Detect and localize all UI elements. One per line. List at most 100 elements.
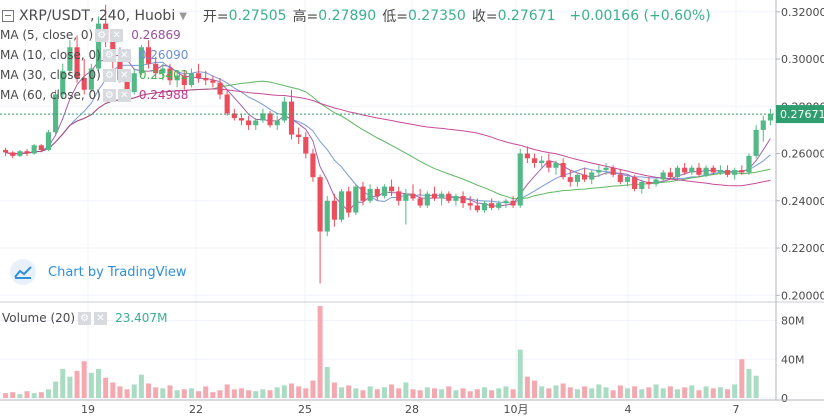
candle-body: [732, 170, 738, 175]
candle: [338, 188, 345, 223]
volume-bar: [31, 393, 37, 398]
volume-bar: [582, 386, 588, 398]
volume-bar: [403, 382, 409, 398]
candle-body: [496, 203, 502, 208]
candle: [296, 127, 302, 145]
candle-body: [674, 167, 681, 178]
candle: [403, 188, 409, 225]
volume-bar: [653, 384, 659, 398]
candle: [396, 186, 402, 206]
candle-body: [231, 113, 237, 119]
candle-body: [10, 152, 16, 156]
volume-bar: [732, 384, 738, 398]
candle: [81, 59, 87, 95]
volume-bar: [274, 387, 280, 398]
volume-legend[interactable]: Volume (20) ⚙ ✕ 23.407M: [2, 309, 167, 327]
candle-body: [660, 172, 666, 180]
candle: [203, 70, 209, 86]
volume-bar: [646, 387, 652, 398]
candle: [617, 170, 623, 185]
candle-body: [710, 167, 716, 173]
candle-body: [696, 167, 702, 175]
candle-body: [667, 172, 673, 178]
candle: [481, 200, 488, 213]
candle-body: [417, 198, 423, 206]
candle-body: [453, 196, 459, 201]
volume-bar: [410, 389, 416, 398]
candle-body: [610, 167, 616, 175]
candle-body: [546, 160, 552, 168]
tradingview-brand[interactable]: Chart by TradingView: [10, 259, 187, 285]
volume-value: 23.407M: [115, 311, 168, 325]
candle: [667, 167, 673, 180]
candle-body: [324, 200, 330, 232]
candle: [582, 167, 588, 182]
close-icon[interactable]: ✕: [94, 311, 108, 325]
volume-bar: [632, 386, 638, 398]
candle-body: [74, 47, 80, 78]
candle: [367, 184, 373, 204]
candle: [188, 68, 194, 88]
volume-bar: [510, 389, 516, 398]
x-tick-label: 19: [81, 403, 95, 416]
candle: [260, 108, 266, 123]
candle: [210, 75, 216, 88]
candle-body: [353, 186, 359, 213]
candle-body: [403, 193, 409, 201]
volume-bar: [238, 388, 244, 398]
last-price-label: 0.27671: [780, 108, 824, 121]
volume-bar: [288, 383, 295, 398]
candle: [624, 174, 631, 187]
candle-body: [281, 101, 287, 121]
candle-body: [553, 162, 559, 168]
candle-body: [439, 193, 445, 199]
candle: [288, 89, 295, 140]
candle: [310, 148, 316, 182]
volume-bar: [503, 386, 509, 398]
volume-bar: [396, 388, 402, 398]
candle: [67, 40, 73, 76]
candle-body: [524, 153, 530, 159]
candle: [110, 30, 116, 69]
candle-body: [238, 118, 245, 121]
candle: [639, 179, 645, 194]
candle: [88, 63, 94, 93]
candle: [224, 89, 230, 116]
candle-body: [131, 73, 137, 93]
candle: [503, 198, 509, 208]
candle: [167, 63, 173, 86]
volume-bar: [589, 388, 595, 398]
candle: [424, 191, 430, 208]
candle-body: [260, 113, 266, 121]
candle: [381, 184, 387, 199]
volume-bar: [174, 390, 180, 398]
candle: [474, 198, 480, 213]
candle: [331, 193, 337, 227]
candle-body: [767, 114, 773, 121]
candle: [660, 170, 666, 182]
candle-body: [3, 150, 9, 153]
candle-body: [167, 68, 173, 81]
candle-body: [639, 181, 645, 189]
candle: [539, 155, 545, 168]
volume-bar: [160, 388, 166, 398]
candle-body: [174, 75, 180, 81]
candle-body: [431, 193, 438, 199]
candle-body: [624, 177, 631, 182]
brand-text: Chart by TradingView: [48, 264, 187, 280]
settings-icon[interactable]: ⚙: [78, 311, 92, 325]
volume-bar: [417, 390, 423, 398]
candle-body: [224, 94, 230, 114]
volume-bar: [360, 390, 366, 398]
volume-label: Volume (20): [2, 311, 76, 325]
candle: [246, 115, 252, 130]
candle-body: [724, 170, 731, 175]
candle: [674, 165, 681, 180]
candle-body: [760, 120, 766, 130]
candle: [446, 191, 452, 204]
candle-body: [346, 191, 352, 213]
volume-bar: [374, 389, 380, 398]
candle: [10, 151, 16, 159]
